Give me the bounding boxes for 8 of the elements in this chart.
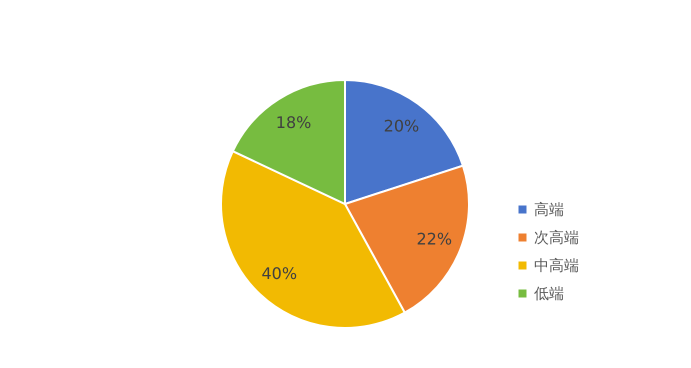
- data-label: 18%: [276, 112, 312, 132]
- data-label: 20%: [384, 116, 420, 136]
- data-label: 22%: [416, 229, 452, 248]
- legend-label: 低端: [534, 284, 564, 302]
- legend-label: 高端: [534, 200, 564, 218]
- legend-label: 中高端: [534, 256, 579, 274]
- legend-label: 次高端: [534, 228, 579, 246]
- data-label: 40%: [262, 264, 298, 283]
